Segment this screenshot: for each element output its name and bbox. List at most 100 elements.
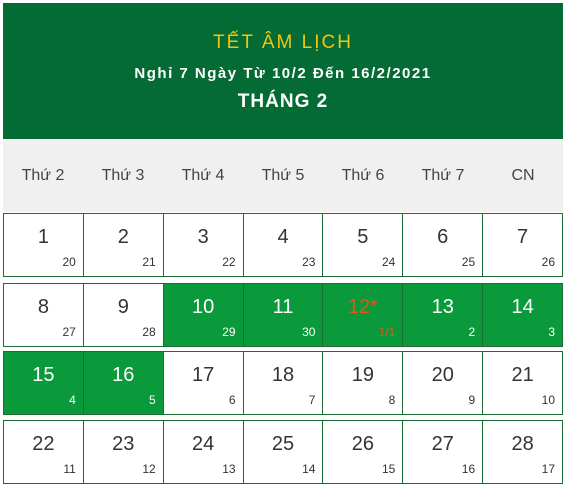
lunar-date: 12 [142,462,156,476]
day-cell[interactable]: 24 13 [163,421,244,483]
solar-date: 21 [511,364,534,386]
solar-date: 9 [117,296,129,318]
solar-date: 26 [351,433,374,455]
day-cell[interactable]: 19 8 [323,352,404,414]
week-row: 1 20 2 21 3 22 4 23 5 24 6 25 7 26 [3,213,564,277]
solar-date: 27 [431,433,454,455]
day-cell[interactable]: 17 6 [163,352,244,414]
day-cell[interactable]: 23 12 [83,421,164,483]
lunar-date: 29 [222,325,236,339]
day-cell[interactable]: 3 22 [163,214,244,276]
day-cell[interactable]: 9 28 [83,284,164,346]
solar-date: 5 [357,226,369,248]
solar-date: 28 [511,433,534,455]
holiday-day-cell[interactable]: 11 30 [243,284,324,346]
solar-date: 17 [192,364,215,386]
solar-date: 24 [192,433,215,455]
solar-date: 11 [272,296,294,318]
holiday-day-cell[interactable]: 12* 1/1 [323,284,404,346]
holiday-day-cell[interactable]: 16 5 [83,352,164,414]
solar-date: 7 [517,226,529,248]
solar-date: 18 [271,364,295,386]
week-row: 15 4 16 5 17 6 18 7 19 8 20 9 21 10 [3,351,564,415]
solar-date: 12* [347,296,378,318]
day-cell[interactable]: 26 15 [323,421,404,483]
day-cell[interactable]: 27 16 [403,421,484,483]
lunar-date: 4 [69,393,76,407]
calendar-header: TẾT ÂM LỊCH Nghỉ 7 Ngày Từ 10/2 Đến 16/2… [3,3,563,139]
lunar-date: 26 [541,255,556,269]
day-cell[interactable]: 6 25 [403,214,484,276]
solar-date: 4 [277,226,289,248]
lunar-date: 23 [302,255,316,269]
lunar-date: 9 [468,393,476,407]
lunar-date: 17 [541,462,556,476]
holiday-day-cell[interactable]: 14 3 [483,284,564,346]
solar-date: 13 [431,296,454,318]
weekday-header-row: Thứ 2 Thứ 3 Thứ 4 Thứ 5 Thứ 6 Thứ 7 CN [3,139,563,212]
holiday-day-cell[interactable]: 15 4 [4,352,84,414]
lunar-date: 16 [461,462,476,476]
weekday-label: Thứ 3 [101,167,145,184]
solar-date: 23 [112,433,135,455]
holiday-day-cell[interactable]: 10 29 [163,284,244,346]
solar-date: 22 [32,433,55,455]
holiday-day-cell[interactable]: 13 2 [403,284,484,346]
day-cell[interactable]: 4 23 [243,214,324,276]
solar-date: 25 [271,433,295,455]
week-row: 22 11 23 12 24 13 25 14 26 15 27 16 28 17 [3,420,564,484]
lunar-date: 30 [302,325,316,339]
calendar-title: TẾT ÂM LỊCH [213,32,353,53]
weekday-label: Thứ 7 [421,167,465,184]
lunar-date: 20 [62,255,76,269]
solar-date: 16 [112,364,135,386]
lunar-date: 7 [308,393,316,407]
solar-date: 10 [192,296,215,318]
lunar-date: 11 [63,462,76,476]
lunar-date: 14 [302,462,316,476]
weekday-label: Thứ 4 [181,167,225,184]
solar-date: 15 [32,364,55,386]
solar-date: 8 [37,296,49,318]
solar-date: 2 [117,226,129,248]
lunar-date: 22 [222,255,236,269]
month-label: THÁNG 2 [237,91,329,112]
lunar-date: 24 [381,255,396,269]
weekday-label: CN [511,167,535,184]
day-cell[interactable]: 18 7 [243,352,324,414]
lunar-date: 1/1 [378,325,396,339]
lunar-date: 27 [62,325,76,339]
lunar-date: 8 [388,393,396,407]
day-cell[interactable]: 8 27 [4,284,84,346]
day-cell[interactable]: 25 14 [243,421,324,483]
day-cell[interactable]: 22 11 [4,421,84,483]
weekday-label: Thứ 2 [21,167,65,184]
day-cell[interactable]: 20 9 [403,352,484,414]
lunar-date: 3 [548,325,556,339]
lunar-date: 10 [541,393,556,407]
lunar-date: 15 [381,462,396,476]
day-cell[interactable]: 21 10 [483,352,564,414]
solar-date: 20 [431,364,454,386]
solar-date: 19 [351,364,374,386]
lunar-date: 6 [228,393,236,407]
lunar-date: 28 [142,325,156,339]
day-cell[interactable]: 2 21 [83,214,164,276]
lunar-date: 21 [142,255,156,269]
solar-date: 14 [511,296,534,318]
weekday-label: Thứ 6 [341,167,385,184]
solar-date: 6 [437,226,449,248]
day-cell[interactable]: 28 17 [483,421,564,483]
week-row: 8 27 9 28 10 29 11 30 12* 1/1 13 2 14 3 [3,283,564,347]
lunar-date: 25 [461,255,476,269]
day-cell[interactable]: 5 24 [323,214,404,276]
day-cell[interactable]: 1 20 [4,214,84,276]
day-cell[interactable]: 7 26 [483,214,564,276]
holiday-subtitle: Nghỉ 7 Ngày Từ 10/2 Đến 16/2/2021 [134,65,432,82]
lunar-date: 2 [468,325,476,339]
lunar-date: 13 [222,462,236,476]
solar-date: 3 [197,226,209,248]
weekday-label: Thứ 5 [261,167,305,184]
lunar-date: 5 [149,393,156,407]
solar-date: 1 [37,226,49,248]
